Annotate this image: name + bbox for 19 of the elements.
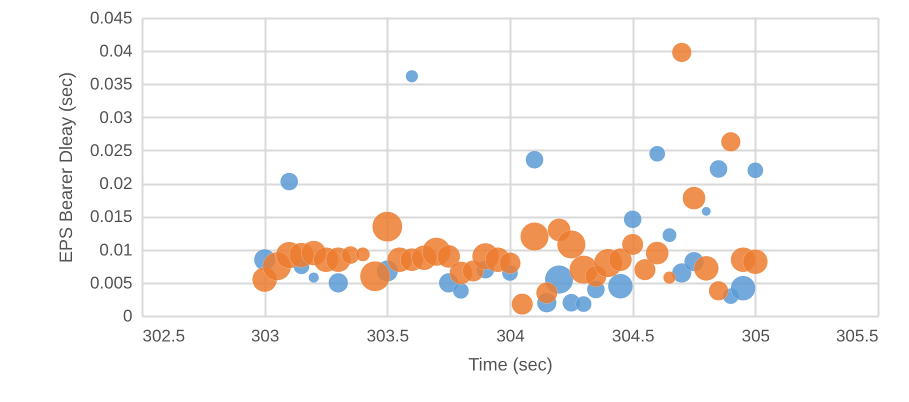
- y-tick-label: 0.02: [99, 174, 132, 194]
- y-tick-label: 0: [123, 306, 132, 326]
- x-tick-label: 305: [742, 326, 770, 346]
- y-tick-label: 0.04: [99, 42, 132, 61]
- y-tick-label: 0.025: [90, 140, 132, 160]
- y-tick-label: 0.035: [90, 74, 132, 94]
- x-tick-label: 302.5: [142, 326, 186, 346]
- y-tick-label: 0.005: [90, 273, 132, 292]
- x-tick-label: 304: [496, 326, 525, 346]
- y-tick-label: 0.015: [90, 207, 132, 226]
- x-tick-label: 304.5: [612, 326, 654, 346]
- x-tick-label: 303.5: [366, 326, 410, 346]
- y-axis-title: EPS Bearer Dleay (sec): [56, 72, 76, 264]
- y-tick-label: 0.01: [99, 240, 132, 260]
- x-axis-title: Time (sec): [468, 354, 553, 374]
- y-tick-label: 0.045: [90, 8, 132, 28]
- x-tick-label: 305.5: [836, 326, 878, 346]
- x-tick-label: 303: [250, 326, 280, 346]
- y-tick-label: 0.03: [99, 108, 132, 127]
